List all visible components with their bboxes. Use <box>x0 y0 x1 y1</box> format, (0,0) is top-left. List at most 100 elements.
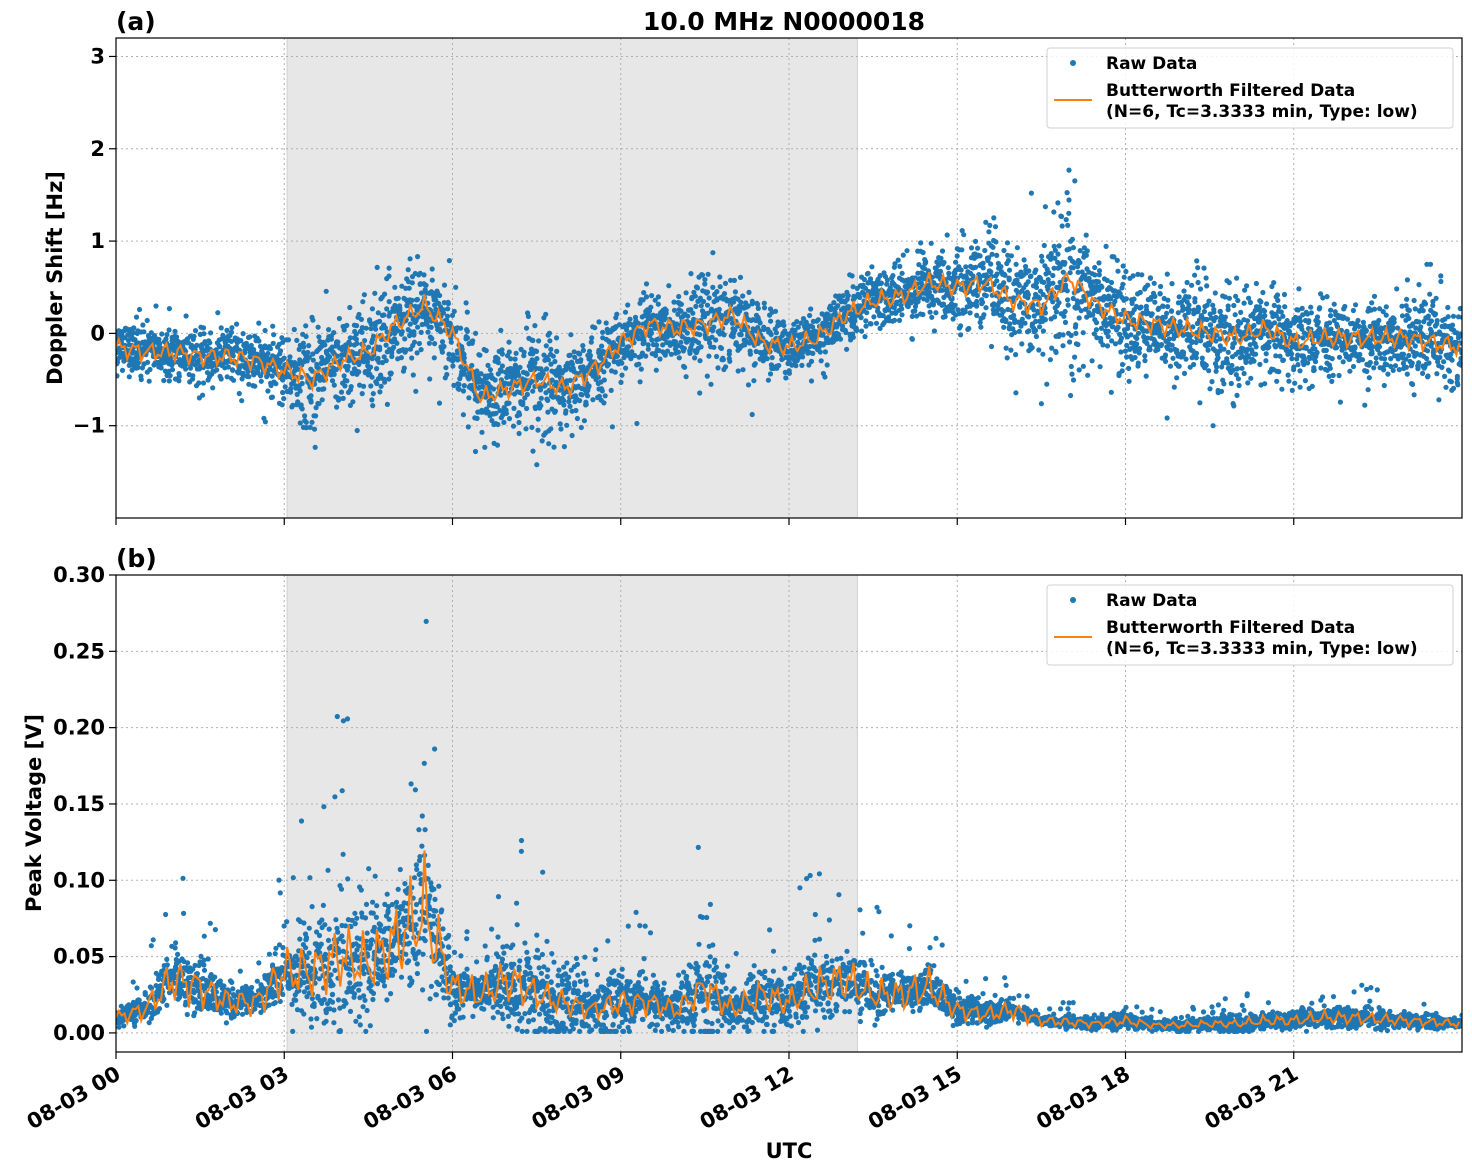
raw-data-point <box>308 399 314 405</box>
raw-data-point <box>1234 275 1240 281</box>
raw-data-point <box>119 367 126 373</box>
raw-data-point <box>1420 308 1426 314</box>
raw-data-point <box>265 388 271 394</box>
raw-data-point <box>386 299 392 305</box>
raw-data-point <box>1033 318 1039 324</box>
raw-data-point <box>1065 297 1071 303</box>
raw-data-point <box>745 382 752 388</box>
y-tick-label: 3 <box>90 44 105 68</box>
raw-data-point <box>1132 354 1138 361</box>
raw-data-point <box>809 324 816 330</box>
raw-data-point <box>1320 295 1326 301</box>
raw-data-point <box>1186 294 1192 300</box>
raw-data-point <box>1084 248 1090 254</box>
raw-data-point <box>982 247 988 254</box>
raw-data-point <box>1360 319 1366 325</box>
raw-data-point <box>1347 356 1353 362</box>
raw-data-point <box>423 282 429 288</box>
raw-data-point <box>946 270 952 276</box>
raw-data-point <box>1292 314 1299 320</box>
raw-data-point <box>1135 360 1141 366</box>
raw-data-point <box>746 289 752 295</box>
raw-data-point <box>1003 345 1009 351</box>
raw-data-point <box>1067 339 1073 345</box>
raw-data-point <box>384 401 390 407</box>
raw-data-point <box>1253 351 1259 357</box>
raw-data-point <box>1162 320 1168 326</box>
raw-data-point <box>439 349 445 355</box>
raw-data-point <box>859 328 865 334</box>
raw-data-point <box>1040 328 1046 334</box>
raw-data-point <box>840 323 846 330</box>
raw-data-point <box>988 343 995 350</box>
raw-data-point <box>307 424 313 430</box>
raw-data-point <box>1199 333 1205 339</box>
raw-data-point <box>146 1020 152 1026</box>
raw-data-point <box>900 252 906 258</box>
raw-data-point <box>1049 345 1055 351</box>
raw-data-point <box>1433 295 1439 301</box>
raw-data-point <box>1109 338 1115 344</box>
raw-data-point <box>691 289 697 295</box>
chart-title: 10.0 MHz N0000018 <box>643 7 925 36</box>
raw-data-point <box>375 355 381 361</box>
raw-data-point <box>489 418 495 424</box>
raw-data-point <box>662 315 668 321</box>
raw-data-point <box>556 364 562 370</box>
raw-data-point <box>388 370 394 376</box>
raw-data-point <box>534 462 540 468</box>
raw-data-point <box>820 331 826 337</box>
raw-data-point <box>1189 282 1195 288</box>
raw-data-point <box>1231 403 1237 409</box>
raw-data-point <box>803 343 809 349</box>
raw-data-point <box>1170 355 1176 361</box>
raw-data-point <box>994 252 1000 258</box>
raw-data-point <box>176 378 182 384</box>
raw-data-point <box>449 312 456 318</box>
raw-data-point <box>1033 267 1039 273</box>
raw-data-point <box>683 290 689 296</box>
raw-data-point <box>1381 382 1387 389</box>
raw-data-point <box>543 311 549 317</box>
raw-data-point <box>1180 352 1186 358</box>
raw-data-point <box>316 401 322 407</box>
raw-data-point <box>620 341 626 347</box>
raw-data-point <box>369 306 375 312</box>
raw-data-point <box>1416 360 1422 366</box>
raw-data-point <box>1119 368 1125 374</box>
raw-data-point <box>246 381 252 387</box>
raw-data-point <box>1327 365 1333 371</box>
raw-data-point <box>1076 367 1082 373</box>
raw-data-point <box>636 361 642 367</box>
raw-data-point <box>340 395 346 401</box>
raw-data-point <box>1296 286 1302 292</box>
raw-data-point <box>721 291 728 297</box>
raw-data-point <box>1207 386 1213 392</box>
raw-data-point <box>269 373 275 379</box>
y-tick-label: −1 <box>73 414 105 438</box>
raw-data-point <box>201 331 207 337</box>
raw-data-point <box>894 299 900 305</box>
raw-data-point <box>884 277 891 283</box>
raw-data-point <box>1251 358 1257 364</box>
raw-data-point <box>1441 359 1447 365</box>
raw-data-point <box>977 253 983 259</box>
raw-data-point <box>278 348 284 354</box>
raw-data-point <box>1058 213 1065 220</box>
raw-data-point <box>1162 358 1169 364</box>
raw-data-point <box>440 307 446 313</box>
raw-data-point <box>928 240 934 246</box>
raw-data-point <box>753 348 759 355</box>
raw-data-point <box>1224 360 1231 366</box>
raw-data-point <box>1123 296 1129 302</box>
raw-data-point <box>764 356 770 362</box>
raw-data-point <box>1342 303 1348 310</box>
raw-data-point <box>899 270 905 276</box>
raw-data-point <box>1098 325 1104 331</box>
raw-data-point <box>1070 245 1076 251</box>
raw-data-point <box>362 338 368 344</box>
raw-data-point <box>533 348 540 354</box>
raw-data-point <box>312 444 318 450</box>
raw-data-point <box>1281 291 1288 298</box>
raw-data-point <box>1237 320 1244 326</box>
